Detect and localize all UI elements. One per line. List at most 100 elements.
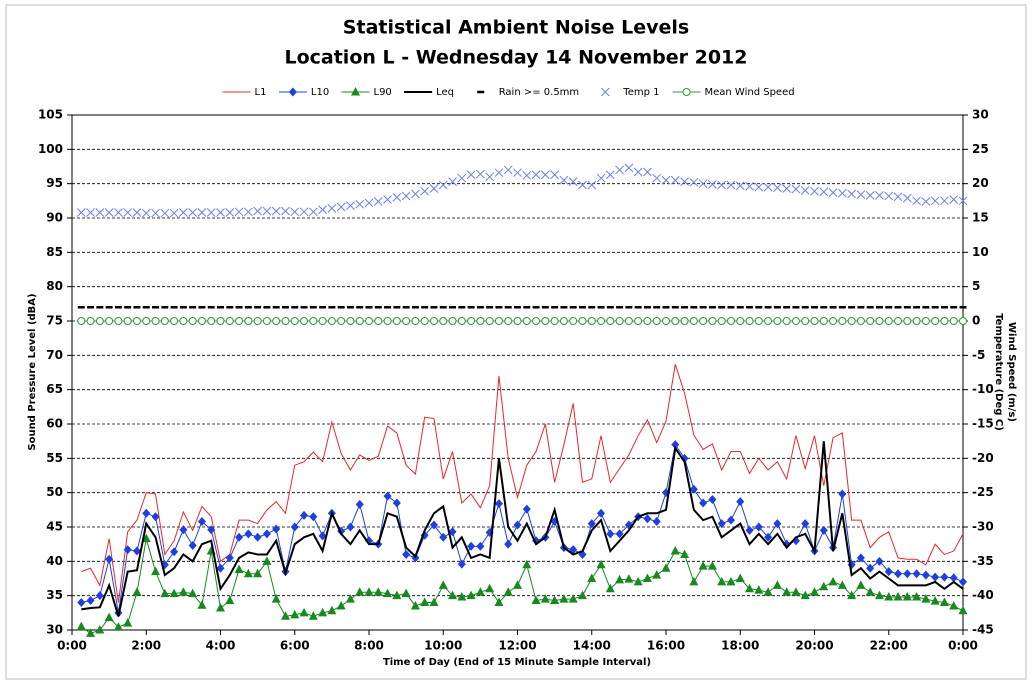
marker [801,317,810,325]
marker [682,88,691,96]
marker [652,570,662,579]
marker [337,317,346,325]
marker [141,533,151,543]
marker [735,573,745,582]
marker [894,569,903,579]
marker [522,504,531,514]
marker [550,595,560,604]
marker [207,317,216,325]
marker [327,605,337,615]
marker [568,177,578,186]
chart-frame [5,4,1027,680]
marker [884,592,894,601]
marker [550,170,559,180]
marker [290,522,299,532]
marker [476,541,485,551]
marker [76,208,86,217]
x-tick-label: 4:00 [206,639,236,653]
marker [819,581,829,591]
marker [123,618,133,627]
marker [105,317,114,325]
y-axis-label: Sound Pressure Level (dBA) [27,293,38,450]
marker [624,163,634,173]
y-tick-label: 40 [46,554,63,568]
y2-tick-label: -40 [972,588,994,602]
marker [401,191,411,201]
y2-axis-label: Temperature (Deg C) [993,313,1004,431]
marker [754,585,764,594]
marker [77,598,86,608]
marker [819,525,828,535]
marker [429,520,438,530]
x-tick-label: 6:00 [280,639,310,653]
marker [309,317,318,325]
marker [587,317,596,325]
marker [309,512,318,522]
marker [457,559,466,569]
marker [392,590,402,600]
marker [160,317,169,325]
marker [104,612,114,622]
marker [327,204,337,213]
marker [745,317,754,325]
marker [940,196,949,206]
marker [958,196,968,206]
marker [643,167,652,177]
marker [884,567,893,577]
marker [327,317,336,325]
legend-item: L90 [341,87,392,98]
marker [597,317,606,325]
marker [188,588,198,598]
marker [216,563,225,573]
marker [86,595,95,605]
marker [95,625,105,634]
marker [782,587,792,596]
x-tick-label: 22:00 [870,639,908,653]
marker [837,580,847,589]
y2-tick-label: -10 [972,382,994,396]
marker [288,87,297,97]
y2-tick-label: -45 [972,623,994,637]
marker [754,522,763,532]
marker [615,529,624,539]
marker [355,317,364,325]
marker [114,208,123,217]
marker [763,587,773,596]
marker [866,563,875,573]
legend-item: L10 [278,87,329,98]
marker [736,497,745,507]
marker [160,208,170,218]
marker [847,317,856,325]
y2-axis-label: Wind Speed (m/s) [1006,322,1017,422]
plot-area [71,114,964,631]
marker [142,508,151,518]
x-tick-label: 16:00 [647,639,685,653]
marker [745,525,754,535]
marker [707,561,717,570]
marker [281,206,290,216]
marker [467,317,476,325]
marker [680,317,689,325]
y-tick-label: 100 [38,142,63,156]
marker [671,440,680,450]
y-tick-label: 85 [46,245,63,259]
marker [132,546,141,556]
marker [578,317,587,325]
marker [708,495,717,505]
marker [113,622,123,631]
marker [912,196,921,206]
x-tick-label: 0:00 [948,639,978,653]
marker [874,590,884,600]
marker [188,317,197,325]
marker [522,559,532,569]
marker [708,179,717,189]
marker [86,317,95,325]
marker [114,317,123,325]
marker [485,172,495,182]
chart-title: Statistical Ambient Noise Levels [343,17,689,39]
marker [921,317,930,325]
marker [299,207,309,217]
y-tick-label: 50 [46,485,63,499]
marker [828,576,838,586]
legend-label: Mean Wind Speed [705,87,795,98]
